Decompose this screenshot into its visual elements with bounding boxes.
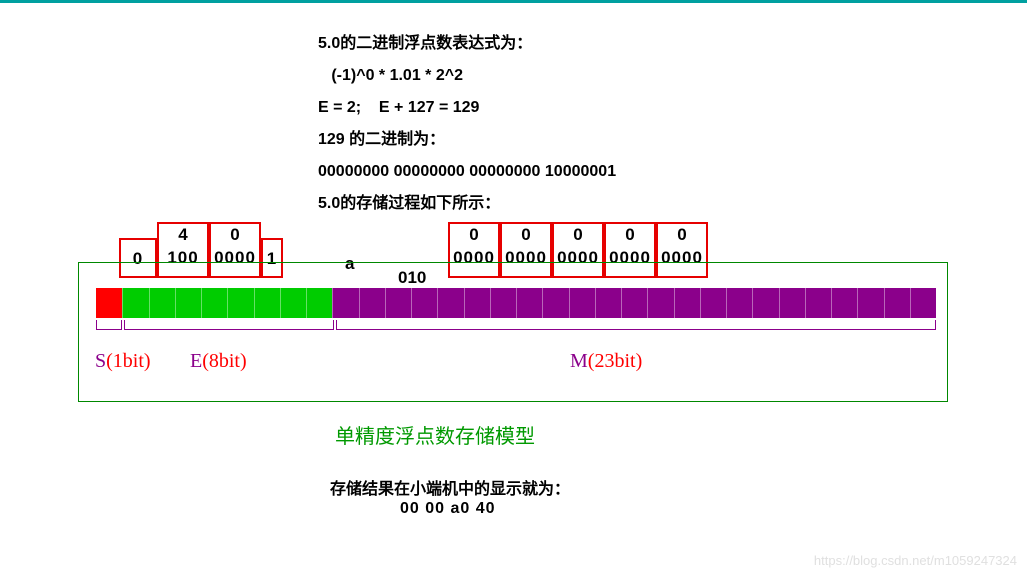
text-line-2: (-1)^0 * 1.01 * 2^2 bbox=[318, 60, 616, 92]
bit-cell bbox=[647, 288, 673, 318]
bit-cell bbox=[122, 288, 148, 318]
bit-cell bbox=[306, 288, 332, 318]
hex-box-1-bits: 1 bbox=[263, 240, 281, 264]
bit-cell bbox=[332, 288, 358, 318]
bit-cell bbox=[254, 288, 280, 318]
bit-cell bbox=[752, 288, 778, 318]
label-m-letter: M bbox=[570, 350, 588, 372]
hex-box-m1-hex: 0 bbox=[502, 224, 550, 246]
bit-cell bbox=[805, 288, 831, 318]
bit-cell bbox=[542, 288, 568, 318]
hex-box-0a-hex: 0 bbox=[211, 224, 259, 246]
label-e-paren: (8bit) bbox=[202, 350, 246, 372]
text-line-4: 129 的二进制为： bbox=[318, 124, 616, 156]
bracket-e bbox=[124, 320, 334, 330]
hex-box-sign-bits: 0 bbox=[121, 240, 155, 264]
model-frame bbox=[78, 262, 948, 402]
bit-cell bbox=[674, 288, 700, 318]
bit-cell bbox=[149, 288, 175, 318]
label-s: S(1bit) bbox=[95, 350, 151, 373]
bit-cell bbox=[201, 288, 227, 318]
text-line-3: E = 2; E + 127 = 129 bbox=[318, 92, 616, 124]
bit-cell bbox=[411, 288, 437, 318]
bit-cell bbox=[280, 288, 306, 318]
bit-cell bbox=[175, 288, 201, 318]
top-border bbox=[0, 0, 1027, 3]
label-s-letter: S bbox=[95, 350, 106, 372]
bit-cell bbox=[621, 288, 647, 318]
label-s-paren: (1bit) bbox=[106, 350, 150, 372]
bracket-s bbox=[96, 320, 122, 330]
text-line-5: 00000000 00000000 00000000 10000001 bbox=[318, 156, 616, 188]
text-line-1: 5.0的二进制浮点数表达式为： bbox=[318, 28, 616, 60]
hex-box-4-hex: 4 bbox=[159, 224, 207, 246]
bracket-m bbox=[336, 320, 936, 330]
hex-box-m4-hex: 0 bbox=[658, 224, 706, 246]
watermark: https://blog.csdn.net/m1059247324 bbox=[814, 553, 1017, 568]
bit-cell bbox=[385, 288, 411, 318]
label-m: M(23bit) bbox=[570, 350, 642, 373]
bit-cell bbox=[359, 288, 385, 318]
model-caption: 单精度浮点数存储模型 bbox=[335, 420, 535, 449]
explanation-block: 5.0的二进制浮点数表达式为： (-1)^0 * 1.01 * 2^2 E = … bbox=[318, 28, 616, 220]
bit-cell bbox=[227, 288, 253, 318]
bit-cell bbox=[516, 288, 542, 318]
bit-cell bbox=[857, 288, 883, 318]
result-line-2: 00 00 a0 40 bbox=[400, 500, 496, 518]
hex-box-m3-hex: 0 bbox=[606, 224, 654, 246]
hex-box-m2-hex: 0 bbox=[554, 224, 602, 246]
bit-cell bbox=[700, 288, 726, 318]
bit-strip bbox=[96, 288, 936, 318]
bit-cell bbox=[884, 288, 910, 318]
hex-box-m0-hex: 0 bbox=[450, 224, 498, 246]
label-e: E(8bit) bbox=[190, 350, 247, 373]
bit-cell bbox=[437, 288, 463, 318]
bit-cell bbox=[96, 288, 122, 318]
bit-cell bbox=[726, 288, 752, 318]
bit-cell bbox=[464, 288, 490, 318]
text-line-6: 5.0的存储过程如下所示： bbox=[318, 188, 616, 220]
label-e-letter: E bbox=[190, 350, 202, 372]
bit-cell bbox=[910, 288, 936, 318]
bit-cell bbox=[569, 288, 595, 318]
bit-cell bbox=[490, 288, 516, 318]
bit-cell bbox=[831, 288, 857, 318]
result-line-1: 存储结果在小端机中的显示就为： bbox=[330, 475, 570, 499]
bit-cell bbox=[779, 288, 805, 318]
label-m-paren: (23bit) bbox=[588, 350, 642, 372]
bit-cell bbox=[595, 288, 621, 318]
